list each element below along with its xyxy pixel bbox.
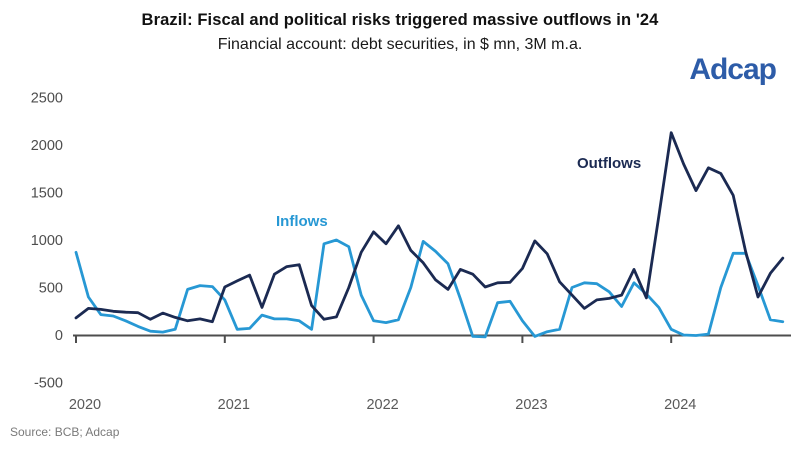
y-axis-tick-label: 2000: [31, 138, 63, 154]
source-note: Source: BCB; Adcap: [10, 425, 120, 439]
y-axis-tick-label: 1500: [31, 186, 63, 202]
outflows-series-label: Outflows: [577, 155, 642, 172]
y-axis-tick-label: 500: [39, 281, 63, 297]
y-axis-tick-label: 0: [55, 328, 63, 344]
y-axis-tick-label: 1000: [31, 233, 63, 249]
x-axis-tick-label: 2023: [515, 397, 547, 413]
x-axis-tick-label: 2020: [69, 397, 101, 413]
inflows-line: [74, 238, 785, 339]
outflows-line: [74, 131, 785, 324]
y-axis-tick-label: -500: [34, 376, 63, 392]
adcap-logo: Adcap: [689, 53, 777, 86]
y-axis-tick-label: 2500: [31, 91, 63, 107]
inflows-series-label: Inflows: [276, 213, 328, 230]
x-axis-tick-label: 2021: [218, 397, 250, 413]
x-axis-tick-label: 2024: [664, 397, 696, 413]
chart-subtitle: Financial account: debt securities, in $…: [217, 36, 583, 53]
chart-title: Brazil: Fiscal and political risks trigg…: [141, 11, 659, 29]
x-axis-tick-label: 2022: [366, 397, 398, 413]
